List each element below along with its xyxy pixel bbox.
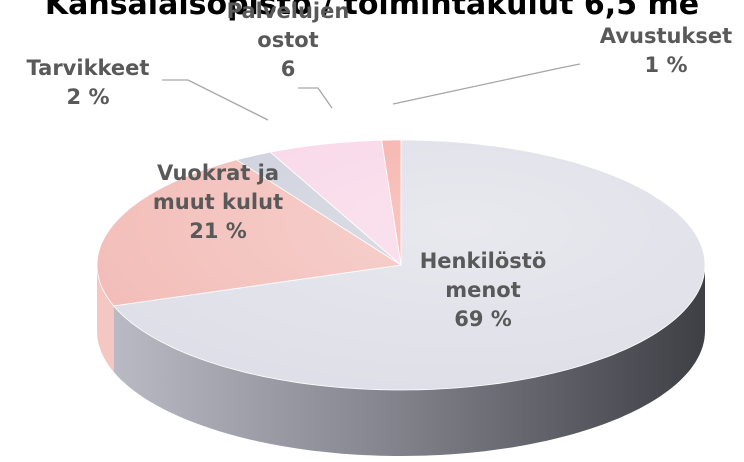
slice-label: Avustukset bbox=[600, 24, 732, 48]
leader-line bbox=[298, 87, 333, 109]
slice-label: ostot bbox=[257, 28, 318, 52]
slice-label: Henkilöstö bbox=[420, 249, 547, 273]
leader-line bbox=[392, 63, 581, 105]
slice-label: Palvelujen bbox=[227, 0, 350, 23]
slice-label: Vuokrat ja bbox=[157, 161, 279, 185]
value-label: 1 % bbox=[645, 53, 688, 77]
slice-side bbox=[113, 265, 705, 456]
chart-title: Kansalaisopisto / toimintakulut 6,5 me bbox=[45, 0, 699, 22]
value-label: 2 % bbox=[67, 85, 110, 109]
slice-label: Tarvikkeet bbox=[27, 56, 150, 80]
leader-line bbox=[162, 79, 269, 121]
slice-side bbox=[97, 265, 114, 372]
slice-label: muut kulut bbox=[153, 190, 283, 214]
value-label: 21 % bbox=[189, 219, 247, 243]
value-label: 69 % bbox=[454, 307, 512, 331]
value-label: 6 bbox=[281, 57, 296, 81]
slice-label: menot bbox=[445, 278, 521, 302]
highlight bbox=[97, 140, 705, 390]
